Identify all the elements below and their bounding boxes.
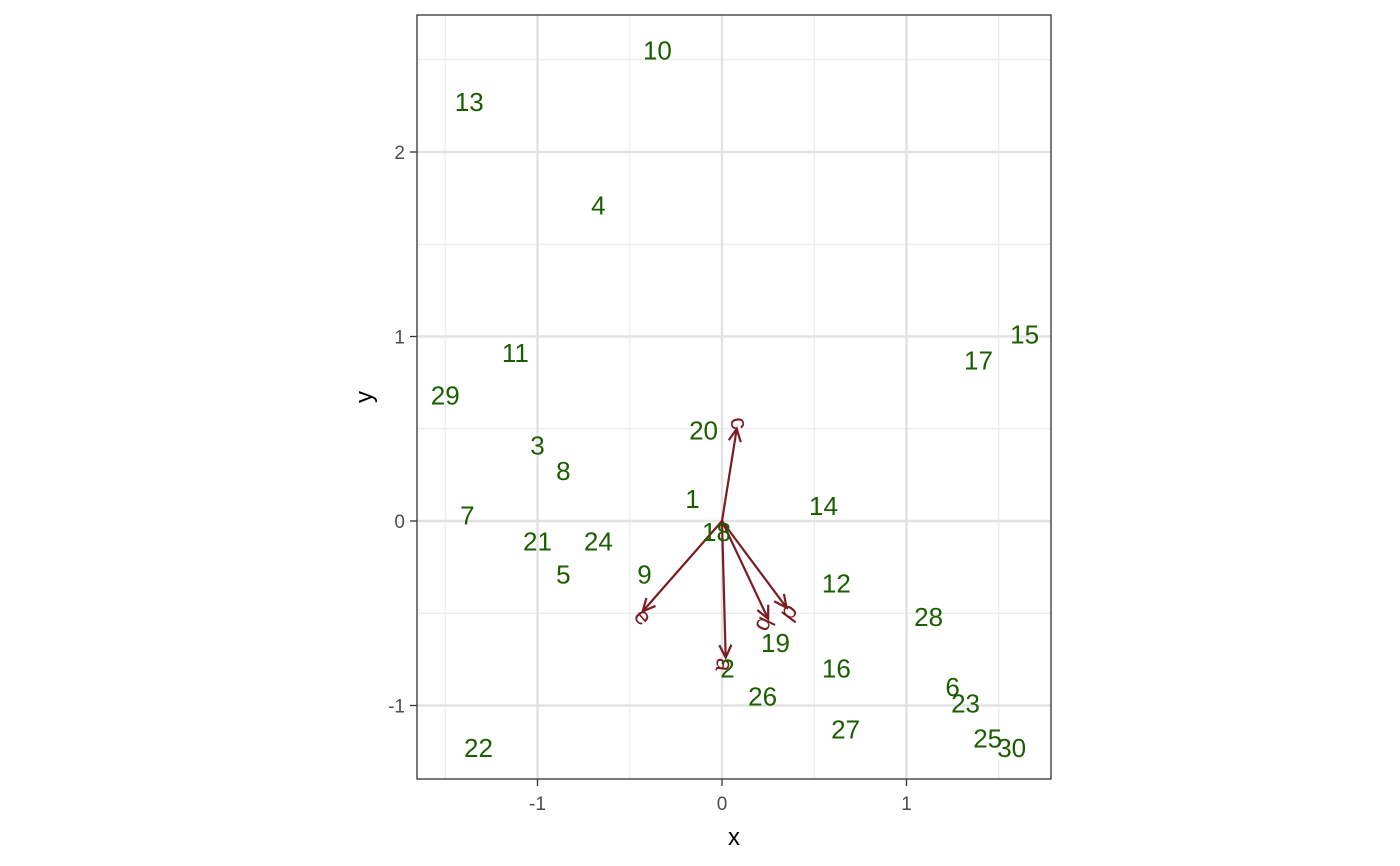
panel-border <box>416 14 1052 780</box>
arrow-d-head <box>773 593 789 610</box>
point-label-26: 26 <box>748 681 777 711</box>
point-label-6: 6 <box>945 672 959 702</box>
arrow-b-head <box>756 604 770 622</box>
point-label-13: 13 <box>455 87 484 117</box>
point-label-1: 1 <box>685 484 699 514</box>
y-axis-title: y <box>351 391 378 403</box>
arrow-e-head <box>640 597 656 614</box>
y-tick-label: 1 <box>394 328 405 349</box>
point-label-24: 24 <box>584 526 613 556</box>
minor-gridlines <box>417 15 1051 779</box>
panel-background <box>417 15 1051 779</box>
point-label-8: 8 <box>556 456 570 486</box>
point-label-30: 30 <box>997 733 1026 763</box>
point-label-27: 27 <box>831 714 860 744</box>
variable-arrows <box>640 426 789 661</box>
point-label-23: 23 <box>951 689 980 719</box>
x-tick-label: 0 <box>717 794 728 815</box>
arrow-label-c: c <box>724 415 753 431</box>
point-label-16: 16 <box>822 654 851 684</box>
arrow-c-shaft <box>720 428 738 522</box>
y-tick-label: 2 <box>394 143 405 164</box>
arrow-b-shaft <box>721 520 770 620</box>
point-label-15: 15 <box>1010 320 1039 350</box>
point-label-18: 18 <box>702 517 731 547</box>
point-label-25: 25 <box>973 724 1002 754</box>
y-tick-label: -1 <box>388 697 405 718</box>
y-tick-label: 0 <box>394 512 405 533</box>
point-label-12: 12 <box>822 569 851 599</box>
point-label-5: 5 <box>556 560 570 590</box>
point-label-2: 2 <box>720 654 734 684</box>
arrow-a-head <box>718 644 733 661</box>
x-axis-title: x <box>728 824 740 851</box>
arrow-a-shaft <box>720 520 727 658</box>
point-label-17: 17 <box>964 345 993 375</box>
point-label-21: 21 <box>523 526 552 556</box>
point-label-3: 3 <box>530 430 544 460</box>
x-axis: -1 0 1 <box>529 779 912 815</box>
point-label-7: 7 <box>460 500 474 530</box>
point-label-29: 29 <box>431 381 460 411</box>
point-label-19: 19 <box>761 628 790 658</box>
point-label-11: 11 <box>502 338 529 368</box>
y-axis: -1 0 1 2 <box>388 143 417 718</box>
x-tick-label: -1 <box>529 794 546 815</box>
point-label-4: 4 <box>591 191 605 221</box>
point-label-10: 10 <box>643 36 672 66</box>
point-label-28: 28 <box>914 602 943 632</box>
arrow-d-shaft <box>721 520 788 609</box>
arrow-e-shaft <box>641 520 723 613</box>
arrow-label-a: a <box>709 656 738 674</box>
x-tick-label: 1 <box>901 794 912 815</box>
arrow-c-head <box>727 426 742 443</box>
observation-labels: 1234567891011121314151617181920212223242… <box>431 36 1039 763</box>
point-label-9: 9 <box>637 560 651 590</box>
point-label-22: 22 <box>464 733 493 763</box>
point-label-20: 20 <box>689 416 718 446</box>
point-label-14: 14 <box>809 491 838 521</box>
